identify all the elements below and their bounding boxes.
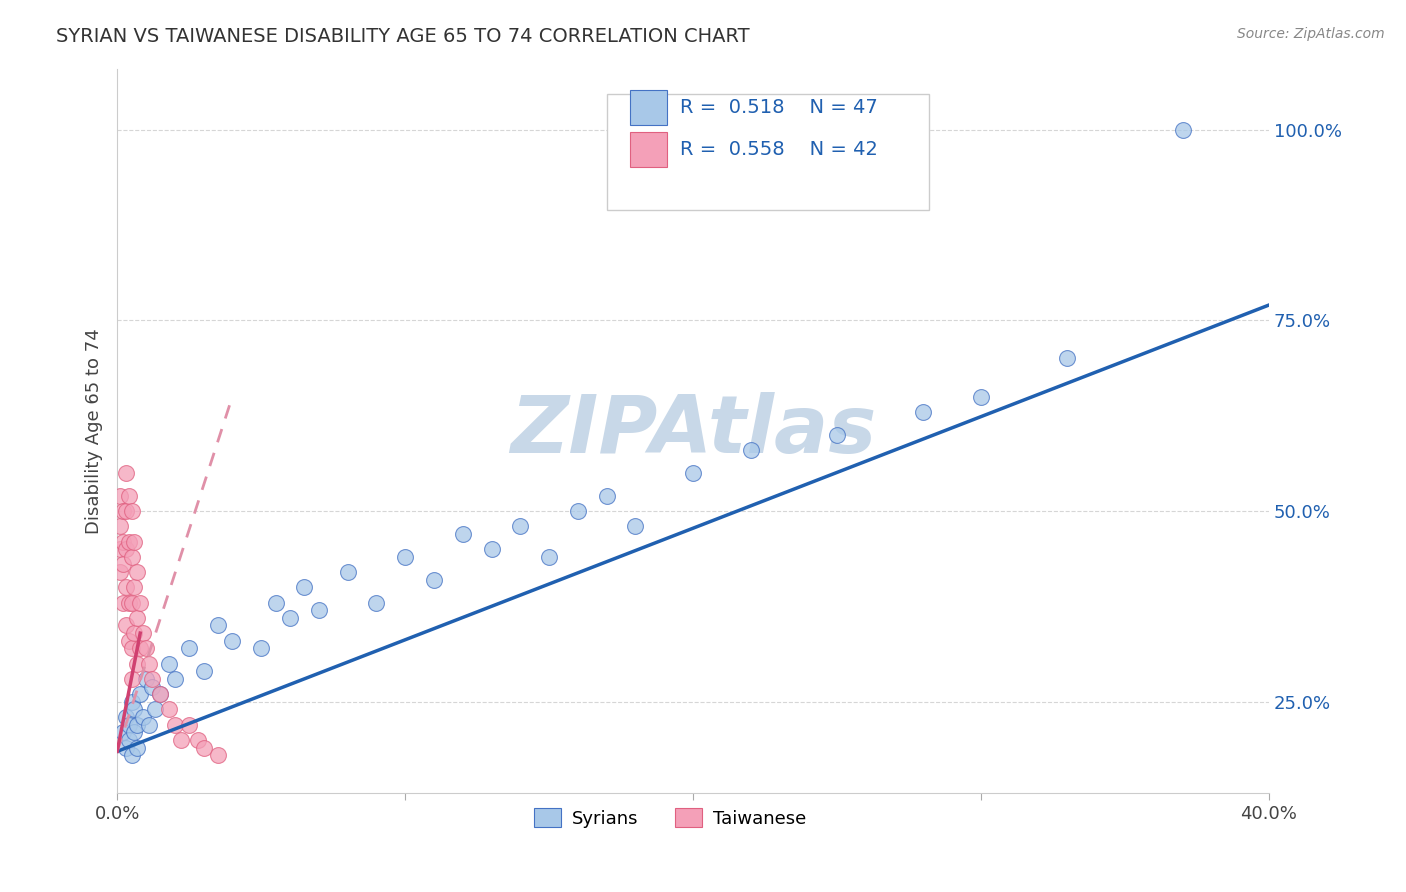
Point <box>129 596 152 610</box>
Point <box>157 702 180 716</box>
Point <box>207 618 229 632</box>
Point <box>121 596 143 610</box>
Point <box>114 580 136 594</box>
Point <box>138 657 160 671</box>
Text: R =  0.518    N = 47: R = 0.518 N = 47 <box>681 98 879 117</box>
Point <box>451 527 474 541</box>
Point <box>132 710 155 724</box>
Point <box>129 687 152 701</box>
Point <box>187 733 209 747</box>
Point <box>118 596 141 610</box>
Point <box>970 390 993 404</box>
Point <box>169 733 191 747</box>
Point <box>124 580 146 594</box>
Point <box>912 405 935 419</box>
Point <box>108 519 131 533</box>
Point <box>308 603 330 617</box>
Point <box>682 466 704 480</box>
Point <box>509 519 531 533</box>
Point <box>538 549 561 564</box>
Point <box>124 725 146 739</box>
Point <box>114 542 136 557</box>
Point <box>193 740 215 755</box>
Point <box>394 549 416 564</box>
Point <box>108 489 131 503</box>
Point <box>1171 122 1194 136</box>
Point <box>111 534 134 549</box>
Point <box>207 748 229 763</box>
FancyBboxPatch shape <box>606 94 929 210</box>
Point <box>423 573 446 587</box>
Point <box>127 740 149 755</box>
Point <box>250 641 273 656</box>
Point <box>127 657 149 671</box>
Point <box>121 695 143 709</box>
Point <box>114 504 136 518</box>
Point <box>121 549 143 564</box>
Point <box>336 565 359 579</box>
FancyBboxPatch shape <box>630 90 666 125</box>
Point <box>1056 351 1078 366</box>
Point <box>114 466 136 480</box>
Point <box>567 504 589 518</box>
Text: R =  0.558    N = 42: R = 0.558 N = 42 <box>681 140 879 159</box>
Point <box>114 740 136 755</box>
Point <box>127 717 149 731</box>
Point <box>135 672 157 686</box>
Point <box>118 489 141 503</box>
Point <box>157 657 180 671</box>
Point <box>111 558 134 572</box>
Point <box>118 534 141 549</box>
Point <box>292 580 315 594</box>
Point <box>121 748 143 763</box>
Point <box>135 641 157 656</box>
Point <box>163 672 186 686</box>
Point <box>108 565 131 579</box>
Point <box>149 687 172 701</box>
Point <box>111 596 134 610</box>
Point <box>114 710 136 724</box>
Point <box>118 633 141 648</box>
Point <box>127 611 149 625</box>
Point <box>221 633 243 648</box>
Point <box>595 489 617 503</box>
Point <box>481 542 503 557</box>
Point <box>138 717 160 731</box>
Point <box>124 702 146 716</box>
Point <box>111 725 134 739</box>
Point <box>179 641 201 656</box>
Point <box>129 641 152 656</box>
Point <box>121 504 143 518</box>
Point <box>193 665 215 679</box>
Point <box>264 596 287 610</box>
Point <box>278 611 301 625</box>
Point <box>108 542 131 557</box>
Point <box>118 733 141 747</box>
Text: ZIPAtlas: ZIPAtlas <box>510 392 876 470</box>
Point <box>121 641 143 656</box>
Point <box>111 504 134 518</box>
Point <box>127 565 149 579</box>
Point <box>740 442 762 457</box>
Point <box>179 717 201 731</box>
Legend: Syrians, Taiwanese: Syrians, Taiwanese <box>527 801 813 835</box>
Y-axis label: Disability Age 65 to 74: Disability Age 65 to 74 <box>86 328 103 533</box>
Point <box>118 717 141 731</box>
Point <box>124 626 146 640</box>
Point <box>141 680 163 694</box>
Point <box>132 626 155 640</box>
Point <box>624 519 647 533</box>
FancyBboxPatch shape <box>630 132 666 167</box>
Point <box>124 534 146 549</box>
Point <box>141 672 163 686</box>
Point <box>114 618 136 632</box>
Point <box>121 672 143 686</box>
Text: Source: ZipAtlas.com: Source: ZipAtlas.com <box>1237 27 1385 41</box>
Text: SYRIAN VS TAIWANESE DISABILITY AGE 65 TO 74 CORRELATION CHART: SYRIAN VS TAIWANESE DISABILITY AGE 65 TO… <box>56 27 749 45</box>
Point <box>163 717 186 731</box>
Point <box>143 702 166 716</box>
Point <box>825 427 848 442</box>
Point <box>149 687 172 701</box>
Point <box>366 596 388 610</box>
